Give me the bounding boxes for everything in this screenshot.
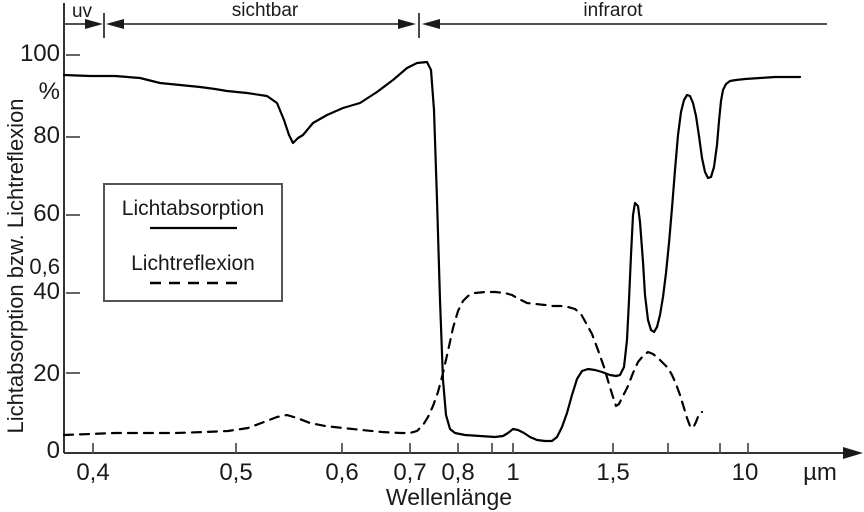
y-axis-stray-label: 0,6 [29,254,60,279]
y-axis-title: Lichtabsorption bzw. Lichtreflexion [3,98,28,434]
y-axis-percent-sign: % [38,78,60,105]
x-tick-label-0-4: 0,4 [76,459,110,486]
x-tick-label-1: 1 [506,459,520,486]
y-tick-label-100: 100 [19,40,60,67]
legend: Lichtabsorption Lichtreflexion [103,183,283,302]
uv-arrowhead-right-icon [85,19,103,29]
legend-reflection-label: Lichtreflexion [131,252,255,275]
sichtbar-arrowhead-right-icon [398,19,416,29]
x-tick-label-1-5: 1,5 [596,459,630,486]
reflection-curve [62,290,704,437]
absorption-curve [62,60,802,443]
band-label-sichtbar: sichtbar [231,0,299,21]
legend-absorption-label: Lichtabsorption [121,197,265,220]
y-tick-label-0: 0 [46,437,60,464]
x-axis-unit-label: µm [803,459,837,486]
wavelength-band-annotation [65,13,827,38]
x-axis-arrowhead-icon [843,447,863,459]
x-tick-label-10: 10 [731,459,759,486]
band-label-uv: uv [71,1,93,22]
sichtbar-arrowhead-left-icon [106,19,124,29]
band-label-infrarot: infrarot [583,0,643,21]
y-tick-label-80: 80 [33,122,60,149]
y-axis-ticks [66,54,80,374]
y-tick-label-60: 60 [33,200,60,227]
x-axis-title: Wellenlänge [385,484,513,510]
y-tick-label-20: 20 [33,360,60,387]
x-axis-ticks [92,443,749,453]
x-tick-label-0-6: 0,6 [325,459,359,486]
x-tick-label-0-7: 0,7 [393,459,427,486]
y-tick-label-40: 40 [33,278,60,305]
x-tick-label-0-8: 0,8 [441,459,475,486]
x-tick-label-0-5: 0,5 [219,459,253,486]
infrarot-arrowhead-left-icon [422,19,440,29]
